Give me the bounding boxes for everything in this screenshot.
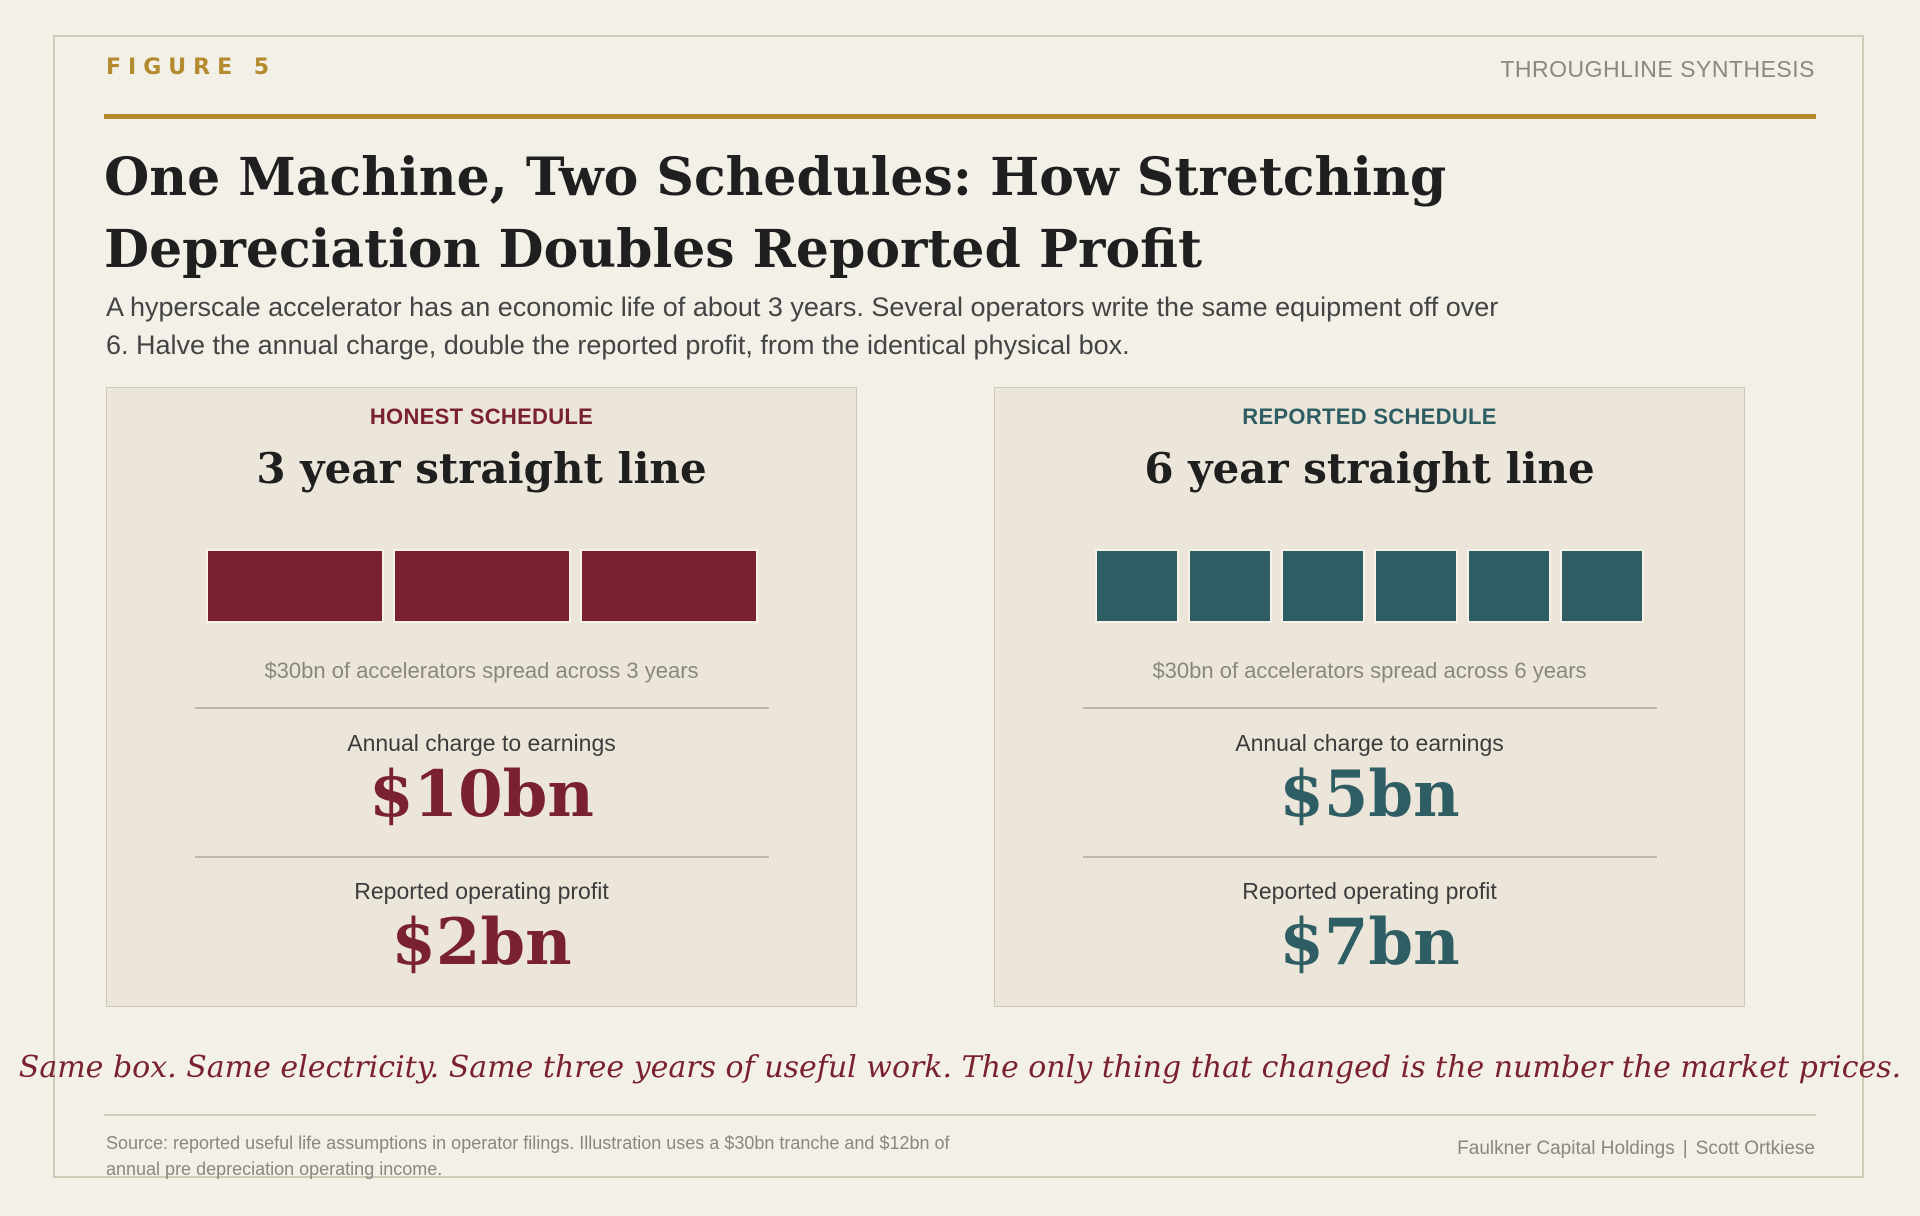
year-blocks xyxy=(107,549,856,623)
charge-label: Annual charge to earnings xyxy=(347,730,616,756)
schedule-title: 3 year straight line xyxy=(256,444,707,493)
year-block xyxy=(1188,549,1272,623)
footer-rule xyxy=(104,1114,1816,1116)
charge-value: $10bn xyxy=(369,757,594,832)
profit-label: Reported operating profit xyxy=(1242,878,1497,904)
figure-frame xyxy=(53,35,1864,1178)
page-title: One Machine, Two Schedules: How Stretchi… xyxy=(104,147,1447,280)
profit-value: $2bn xyxy=(391,905,572,980)
spread-caption: $30bn of accelerators spread across 3 ye… xyxy=(264,658,699,683)
divider xyxy=(195,856,769,858)
charge-value: $5bn xyxy=(1279,757,1460,832)
year-block xyxy=(1467,549,1551,623)
profit-value: $7bn xyxy=(1279,905,1460,980)
divider xyxy=(1083,707,1657,709)
credit-company: Faulkner Capital Holdings xyxy=(1457,1138,1675,1159)
year-block xyxy=(579,549,758,623)
year-block xyxy=(1095,549,1179,623)
tagline: Same box. Same electricity. Same three y… xyxy=(18,1050,1902,1085)
source-note: Source: reported useful life assumptions… xyxy=(106,1133,950,1179)
divider xyxy=(195,707,769,709)
credit-author: Scott Ortkiese xyxy=(1695,1138,1815,1159)
reported-schedule-panel: REPORTED SCHEDULE 6 year straight line $… xyxy=(994,387,1745,1007)
year-block xyxy=(1560,549,1644,623)
year-block xyxy=(205,549,384,623)
profit-label: Reported operating profit xyxy=(354,878,609,904)
credit-separator: | xyxy=(1682,1138,1688,1159)
spread-caption: $30bn of accelerators spread across 6 ye… xyxy=(1152,658,1587,683)
year-block xyxy=(1374,549,1458,623)
charge-label: Annual charge to earnings xyxy=(1235,730,1504,756)
schedule-label: REPORTED SCHEDULE xyxy=(1242,404,1497,429)
honest-schedule-panel: HONEST SCHEDULE 3 year straight line $30… xyxy=(106,387,857,1007)
year-blocks xyxy=(995,549,1744,623)
year-block xyxy=(1281,549,1365,623)
credits: Faulkner Capital Holdings | Scott Ortkiese xyxy=(1457,1138,1815,1160)
page-subtitle: A hyperscale accelerator has an economic… xyxy=(106,292,1499,360)
header-rule xyxy=(104,114,1816,119)
figure-label: FIGURE 5 xyxy=(106,55,277,80)
schedule-label: HONEST SCHEDULE xyxy=(369,404,594,429)
divider xyxy=(1083,856,1657,858)
brand-name: THROUGHLINE SYNTHESIS xyxy=(1500,56,1815,82)
schedule-title: 6 year straight line xyxy=(1144,444,1595,493)
year-block xyxy=(392,549,571,623)
